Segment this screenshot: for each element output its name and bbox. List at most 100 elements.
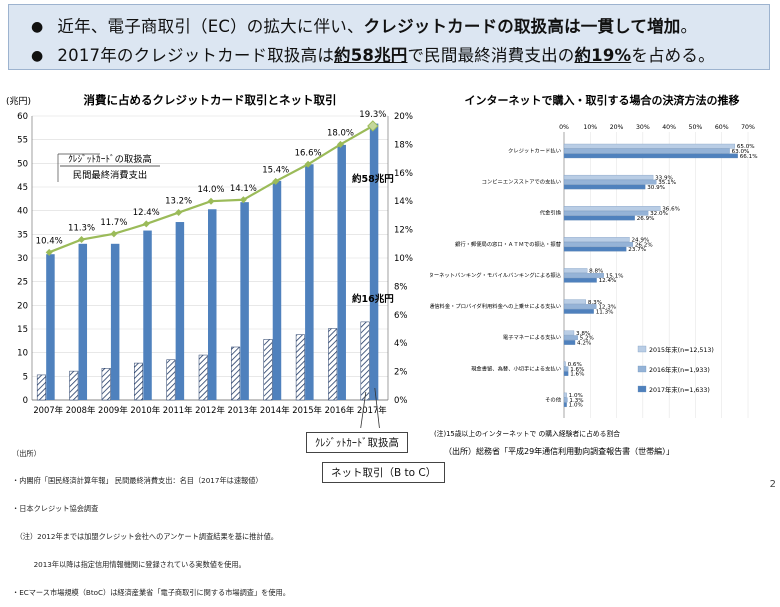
ratio-data-label: 15.4% — [262, 165, 289, 175]
category-label: コンビニエンスストアでの支払い — [482, 178, 561, 186]
source-line: （出所） — [12, 448, 41, 458]
card-vs-net-chart: 消費に占めるクレジットカード取引とネット取引 (兆円) 0 5 10 15 20 25 30 35… — [6, 93, 413, 428]
payment-method-chart: インターネットで購入・取引する場合の決済方法の推移 0% 10% 20% 30% 40% 5… — [430, 93, 758, 456]
bar-value-label: 12.3% — [598, 305, 616, 311]
bar-value-label: 30.9% — [647, 185, 665, 191]
payment-bar — [563, 277, 597, 283]
chart-note: (注)15歳以上のインターネットで の購入経験者に占める割合 — [434, 429, 620, 438]
x-tick-label: 2011年 — [163, 405, 193, 415]
legend-swatch — [637, 345, 647, 353]
bar-value-label: 32.0% — [650, 211, 668, 217]
net-trade-bar — [263, 339, 273, 401]
x-tick-label: 30% — [636, 124, 650, 131]
x-tick-label: 2012年 — [195, 405, 225, 415]
payment-bar — [563, 246, 627, 252]
category-label: 現金書留、為替、小切手による支払い — [471, 364, 561, 372]
x-tick-label: 2008年 — [66, 405, 96, 415]
x-tick-label: 40% — [662, 124, 676, 131]
card-volume-bar — [240, 202, 249, 400]
bullet-icon: ● — [31, 48, 44, 64]
ratio-point — [367, 120, 379, 132]
payment-bar — [563, 237, 630, 242]
y-tick-label: 50 — [17, 159, 28, 169]
ratio-data-label: 10.4% — [36, 236, 63, 246]
ratio-data-label: 12.4% — [133, 208, 160, 218]
y-tick-label: 55 — [17, 136, 28, 146]
bar-value-label: 66.1% — [740, 154, 758, 160]
ratio-data-label: 16.6% — [295, 148, 322, 158]
card-volume-bar — [78, 243, 88, 400]
payment-bar — [563, 340, 576, 345]
card-leader-line — [374, 387, 380, 428]
category-label: クレジットカード払い — [508, 147, 561, 155]
category-label: 銀行・郵便局の窓口・ＡＴＭでの振込・振替 — [455, 240, 562, 248]
payment-bar — [563, 210, 649, 216]
ratio-label-numerator: ｸﾚｼﾞｯﾄｶｰﾄﾞの取扱高 — [68, 153, 152, 165]
bar-value-label: 1.6% — [570, 367, 584, 373]
card-volume-bar — [143, 230, 152, 400]
net-trade-bar — [134, 362, 144, 401]
ratio-point — [239, 196, 247, 204]
x-tick-label: 2007年 — [33, 405, 63, 415]
y-tick-label: 25 — [17, 278, 28, 288]
bar-value-label: 26.9% — [637, 216, 655, 222]
y-tick-label: 0 — [23, 396, 28, 406]
bar-value-label: 5.2% — [580, 336, 594, 342]
y-tick-label: 20 — [17, 301, 28, 311]
payment-bar — [563, 366, 569, 372]
payment-bar — [563, 148, 730, 154]
y2-tick-label: 16% — [394, 169, 413, 179]
x-tick-label: 20% — [610, 124, 624, 131]
bar-value-label: 36.6% — [662, 206, 680, 212]
payment-bar — [563, 268, 588, 273]
payment-bar — [563, 304, 597, 309]
x-tick-label: 2014年 — [260, 405, 290, 415]
net-leader-line — [360, 391, 367, 428]
legend-swatch — [637, 365, 647, 373]
summary-line-1: ● 近年、電子商取引（EC）の拡大に伴い、クレジットカードの取扱高は一貫して増加。 — [31, 13, 697, 37]
x-tick-label: 70% — [741, 124, 755, 131]
legend-label: 2017年末(n=1,633) — [649, 385, 710, 394]
y2-tick-label: 12% — [394, 226, 413, 236]
payment-bar — [563, 184, 646, 190]
category-label: 通信料金・プロバイダ利用料金への上乗せによる支払い — [430, 302, 561, 310]
x-tick-label: 2015年 — [292, 405, 322, 415]
x-tick-label: 2010年 — [130, 405, 160, 415]
legend-label: 2015年末(n=12,513) — [649, 345, 714, 354]
x-tick-label: 2013年 — [228, 405, 258, 415]
payment-bar — [563, 143, 736, 149]
ratio-highlight: 約19% — [574, 46, 632, 65]
payment-bar — [563, 153, 738, 159]
bar-value-label: 35.1% — [658, 180, 676, 186]
summary-highlight: クレジットカードの取扱高は一貫して増加 — [363, 17, 681, 36]
y-tick-label: 15 — [17, 325, 28, 335]
chart-title: インターネットで購入・取引する場合の決済方法の推移 — [465, 93, 740, 107]
net-trade-bar — [36, 374, 46, 401]
bar-value-label: 33.9% — [655, 175, 673, 181]
source-line: 2013年以降は指定信用情報機関に登録されている実数値を使用。 — [12, 560, 246, 570]
net-total-callout: 約16兆円 — [352, 293, 394, 305]
card-volume-bar — [110, 243, 120, 400]
net-trade-bar — [360, 321, 370, 401]
card-volume-bar — [46, 254, 55, 400]
payment-bar — [563, 371, 569, 376]
x-tick-label: 2017年 — [357, 405, 387, 415]
source-line: ・日本クレジット協会調査 — [12, 504, 99, 514]
y2-tick-label: 4% — [394, 339, 408, 349]
bar-value-label: 4.2% — [577, 340, 591, 346]
ratio-data-label: 18.0% — [327, 128, 354, 138]
payment-bar — [563, 335, 578, 341]
bar-value-label: 1.0% — [569, 393, 583, 399]
y-tick-label: 40 — [17, 207, 28, 217]
card-volume-bar — [208, 209, 217, 400]
payment-bar — [563, 397, 568, 403]
x-tick-label: 10% — [583, 124, 597, 131]
bar-value-label: 15.1% — [606, 273, 624, 279]
category-label: その他 — [545, 395, 562, 403]
bar-value-label: 11.3% — [596, 309, 614, 315]
net-trade-bar — [295, 334, 305, 401]
y2-tick-label: 8% — [394, 282, 408, 292]
y2-tick-label: 18% — [394, 140, 413, 150]
x-tick-label: 50% — [689, 124, 703, 131]
payment-bar — [563, 179, 657, 185]
